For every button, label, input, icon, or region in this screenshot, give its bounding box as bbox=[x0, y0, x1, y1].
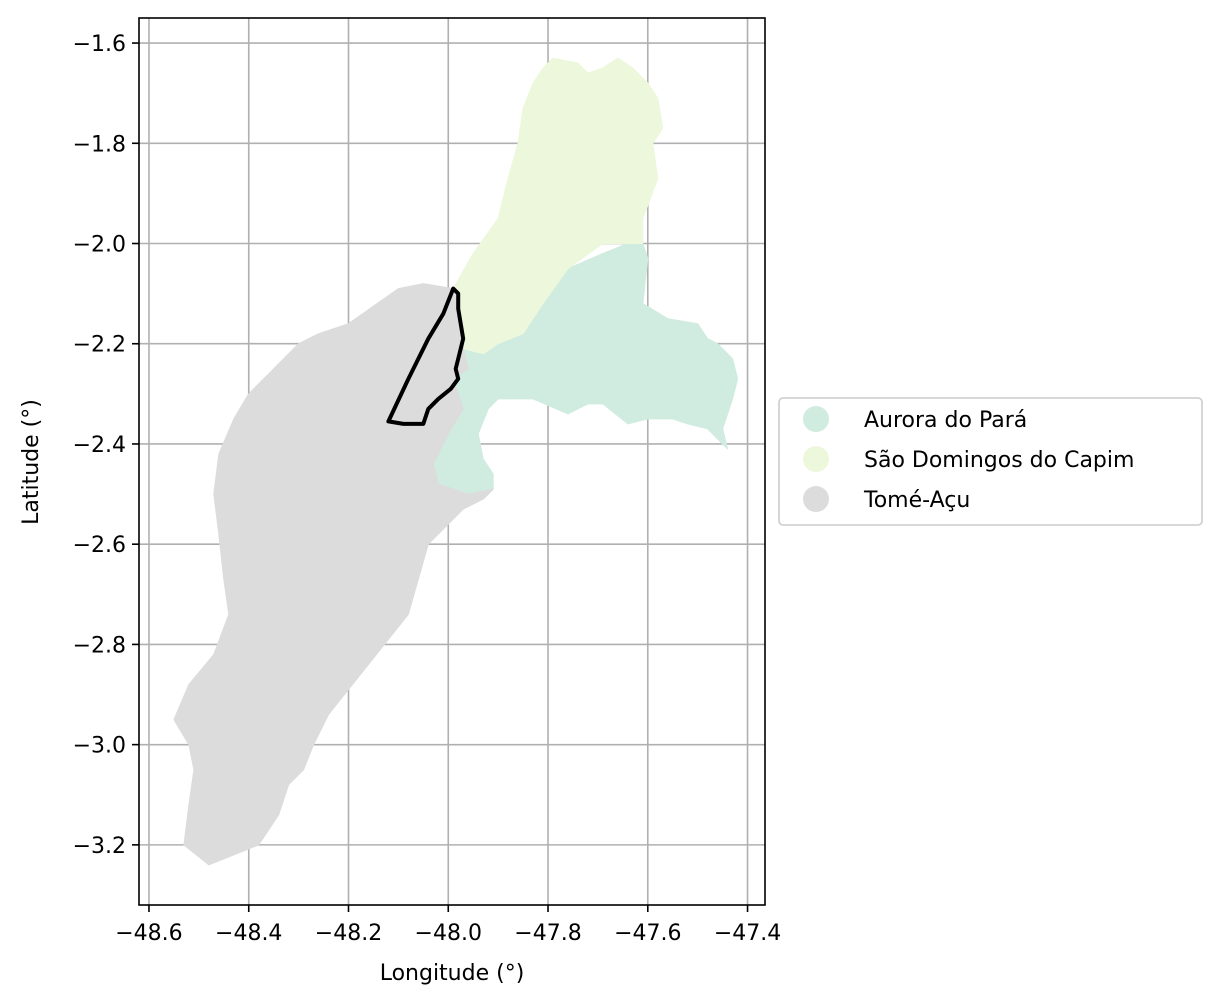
region-tome-acu bbox=[173, 283, 494, 866]
y-axis-label: Latitude (°) bbox=[19, 399, 44, 525]
legend-marker bbox=[803, 406, 829, 432]
region-outline bbox=[386, 286, 466, 426]
y-tick-label: −2.2 bbox=[73, 333, 126, 358]
x-tick-label: −47.4 bbox=[714, 921, 781, 946]
x-tick-label: −47.6 bbox=[614, 921, 681, 946]
legend-marker bbox=[803, 486, 829, 512]
x-tick-label: −47.8 bbox=[514, 921, 581, 946]
legend-marker bbox=[803, 446, 829, 472]
y-tick-label: −2.6 bbox=[73, 533, 126, 558]
y-tick-label: −3.0 bbox=[73, 734, 126, 759]
x-tick-label: −48.4 bbox=[215, 921, 282, 946]
map-regions bbox=[173, 57, 739, 866]
region-sao-domingos-do-capim bbox=[452, 57, 664, 355]
highlighted-outline bbox=[386, 286, 466, 426]
x-tick-label: −48.2 bbox=[315, 921, 382, 946]
y-tick-label: −1.6 bbox=[73, 32, 126, 57]
y-tick-label: −2.0 bbox=[73, 233, 126, 258]
legend-label: Aurora do Pará bbox=[864, 408, 1027, 433]
x-tick-label: −48.0 bbox=[415, 921, 482, 946]
x-ticks: −48.6 −48.4 −48.2 −48.0 −47.8 −47.6 −47.4 bbox=[115, 905, 781, 946]
y-tick-label: −3.2 bbox=[73, 834, 126, 859]
y-ticks: −1.6 −1.8 −2.0 −2.2 −2.4 −2.6 −2.8 −3.0 −3.2 bbox=[73, 32, 139, 859]
legend-box bbox=[778, 397, 1203, 526]
x-axis-label: Longitude (°) bbox=[380, 961, 525, 986]
y-tick-label: −2.8 bbox=[73, 633, 126, 658]
legend: Aurora do Pará São Domingos do Capim Tomé-… bbox=[778, 397, 1203, 526]
plot-frame bbox=[138, 17, 766, 906]
y-tick-label: −2.4 bbox=[73, 433, 126, 458]
legend-label: Tomé-Açu bbox=[863, 488, 970, 513]
y-tick-label: −1.8 bbox=[73, 132, 126, 157]
legend-label: São Domingos do Capim bbox=[864, 448, 1134, 473]
x-tick-label: −48.6 bbox=[115, 921, 182, 946]
